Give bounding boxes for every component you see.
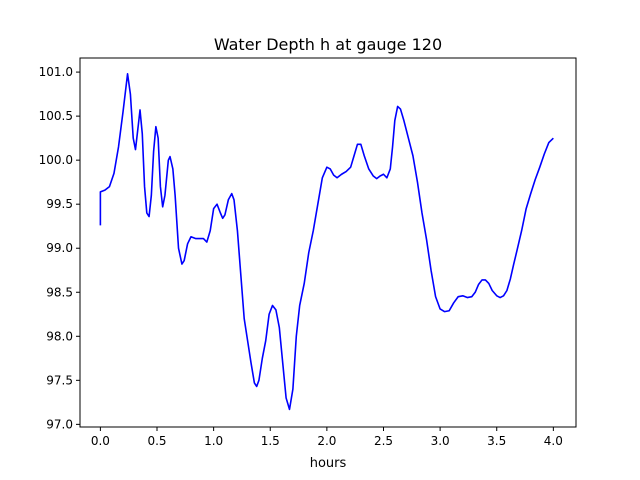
y-tick-label: 100.5 <box>39 109 73 123</box>
y-tick-label: 97.5 <box>46 373 73 387</box>
plot-area <box>99 73 554 411</box>
y-tick-label: 98.5 <box>46 285 73 299</box>
x-tick-label: 0.5 <box>147 434 166 448</box>
y-tick-label: 99.0 <box>46 241 73 255</box>
x-tick-label: 3.5 <box>487 434 506 448</box>
axes-frame <box>79 57 577 428</box>
y-tick-label: 97.0 <box>46 417 73 431</box>
y-axis: 97.0 97.5 98.0 98.5 99.0 99.5 100.0 100.5 101.0 <box>39 65 80 431</box>
x-tick-label: 3.0 <box>431 434 450 448</box>
series-line-0 <box>99 73 554 411</box>
chart-title: Water Depth h at gauge 120 <box>214 35 442 54</box>
y-tick-label: 98.0 <box>46 329 73 343</box>
y-tick-label: 101.0 <box>39 65 73 79</box>
x-tick-label: 0.0 <box>91 434 110 448</box>
x-axis-label: hours <box>310 456 347 471</box>
x-tick-label: 2.5 <box>374 434 393 448</box>
x-tick-label: 1.5 <box>261 434 280 448</box>
x-tick-label: 2.0 <box>317 434 336 448</box>
x-axis: 0.0 0.5 1.0 1.5 2.0 2.5 3.0 3.5 4.0 <box>91 427 563 448</box>
y-tick-label: 100.0 <box>39 153 73 167</box>
x-tick-label: 4.0 <box>544 434 563 448</box>
x-tick-label: 1.0 <box>204 434 223 448</box>
y-tick-label: 99.5 <box>46 197 73 211</box>
